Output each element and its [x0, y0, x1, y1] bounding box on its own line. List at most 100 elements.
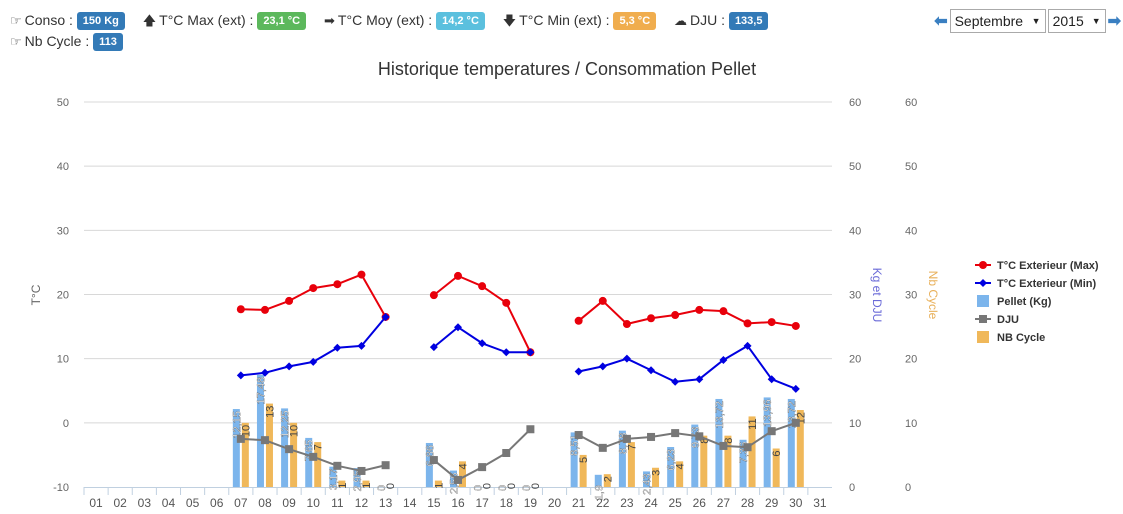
cycle-bar [290, 422, 298, 487]
x-tick-label: 25 [668, 496, 682, 510]
tmin-badge: 5,3 °C [613, 12, 657, 30]
cloud-icon: ☁ [674, 13, 688, 28]
y3-tick-label: 60 [905, 97, 917, 109]
cycle-data-label: 10 [289, 425, 301, 437]
x-tick-label: 19 [524, 496, 538, 510]
tmin-point [647, 366, 656, 375]
tmin-point [767, 375, 776, 384]
pellet-bar [256, 374, 264, 487]
cycle-data-label: 11 [747, 418, 759, 429]
cycle-data-label: 1 [361, 483, 373, 489]
tmax-point [260, 305, 269, 314]
legend-item-label[interactable]: Pellet (Kg) [997, 296, 1052, 308]
pellet-bar [570, 432, 578, 487]
legend-item-label[interactable]: NB Cycle [997, 332, 1045, 344]
pellet-bar [643, 471, 651, 487]
dju-point [719, 441, 728, 450]
y3-tick-label: 50 [905, 161, 917, 173]
legend-swatch [977, 331, 989, 343]
cycle-bar [265, 403, 273, 487]
year-select[interactable]: 2015 ▼ [1047, 9, 1106, 33]
tmin-point [695, 375, 704, 384]
pellet-bar [715, 398, 723, 487]
legend-item-label[interactable]: DJU [997, 314, 1019, 326]
y-tick-label: 20 [57, 290, 69, 302]
dju-point [671, 429, 680, 438]
cycle-data-label: 1 [337, 483, 349, 489]
tmax-point [622, 320, 631, 329]
pellet-data-label: 2,43 [642, 473, 654, 494]
pellet-data-label: 12,25 [280, 410, 292, 438]
tmin-point [429, 343, 438, 352]
x-tick-label: 29 [765, 496, 779, 510]
legend-item-label[interactable]: T°C Exterieur (Min) [997, 278, 1096, 290]
stats-bar: ☞ Conso : 150 Kg 🡅 T°C Max (ext) : 23,1 °C… [10, 10, 830, 52]
pellet-data-label: 6,23 [666, 449, 678, 470]
dju-point [236, 434, 245, 443]
cycle-bar [627, 442, 635, 487]
stat-tmoy: ➡ T°C Moy (ext) : 14,2 °C [324, 10, 485, 31]
x-tick-label: 22 [596, 496, 610, 510]
hand-pointer-icon: ☞ [10, 34, 22, 49]
tmax-badge: 23,1 °C [257, 12, 307, 30]
pellet-bar [667, 447, 675, 487]
dju-badge: 133,5 [728, 12, 769, 30]
tmax-point [574, 316, 583, 325]
dju-point [429, 456, 438, 465]
dropdown-caret-icon: ▼ [1091, 16, 1101, 26]
cycle-badge: 113 [93, 33, 123, 51]
tmax-point [285, 296, 294, 305]
legend-item-label[interactable]: T°C Exterieur (Max) [997, 260, 1099, 272]
tmax-point [502, 298, 511, 307]
cycle-data-label: 8 [723, 438, 735, 444]
y-tick-label: 0 [63, 418, 69, 430]
cycle-bar [796, 410, 804, 487]
pellet-data-label: 3,17 [328, 469, 340, 490]
tmin-point [791, 384, 800, 393]
pellet-bar [787, 398, 795, 487]
x-tick-label: 30 [789, 496, 803, 510]
cycle-data-label: 8 [699, 438, 711, 444]
cycle-data-label: 4 [458, 463, 470, 469]
cycle-bar [314, 442, 322, 487]
x-tick-label: 06 [210, 496, 224, 510]
tmin-point [526, 348, 535, 357]
dju-point [622, 434, 631, 443]
tmin-point [236, 371, 245, 380]
pellet-bar [450, 470, 457, 487]
tmin-point [502, 348, 511, 357]
cycle-data-label: 1 [433, 483, 445, 489]
x-tick-label: 16 [451, 496, 465, 510]
pellet-bar [594, 474, 602, 487]
tmax-point [454, 271, 462, 280]
cycle-bar [459, 461, 466, 487]
conso-badge: 150 Kg [76, 12, 125, 30]
cycle-bar [434, 480, 442, 487]
legend-marker [979, 315, 987, 323]
prev-month-arrow-icon[interactable]: ⬅ [934, 13, 948, 30]
cycle-data-label: 7 [626, 444, 638, 450]
dju-point [478, 463, 487, 472]
arrow-right-icon: ➡ [324, 13, 335, 28]
period-nav: ⬅ Septembre ▼ 2015 ▼ ➡ [934, 9, 1121, 33]
dju-point [285, 445, 294, 454]
dju-point [357, 466, 366, 475]
cycle-bar [652, 467, 660, 487]
tmin-point [743, 341, 752, 350]
stat-dju: ☁ DJU : 133,5 [674, 10, 769, 31]
cycle-bar [603, 474, 611, 487]
y-tick-label: 30 [57, 225, 69, 237]
y-tick-label: -10 [53, 482, 69, 494]
cycle-bar [241, 422, 249, 487]
next-month-arrow-icon[interactable]: ➡ [1107, 13, 1121, 30]
y2-tick-label: 10 [849, 418, 861, 430]
cycle-bar [362, 480, 370, 487]
tmin-point [598, 362, 607, 371]
cycle-bar [772, 448, 780, 487]
pellet-data-label: 1,9 [593, 485, 605, 500]
x-tick-label: 14 [403, 496, 417, 510]
month-select[interactable]: Septembre ▼ [949, 9, 1046, 33]
pellet-bar [425, 442, 433, 487]
cycle-data-label: 0 [385, 483, 397, 489]
